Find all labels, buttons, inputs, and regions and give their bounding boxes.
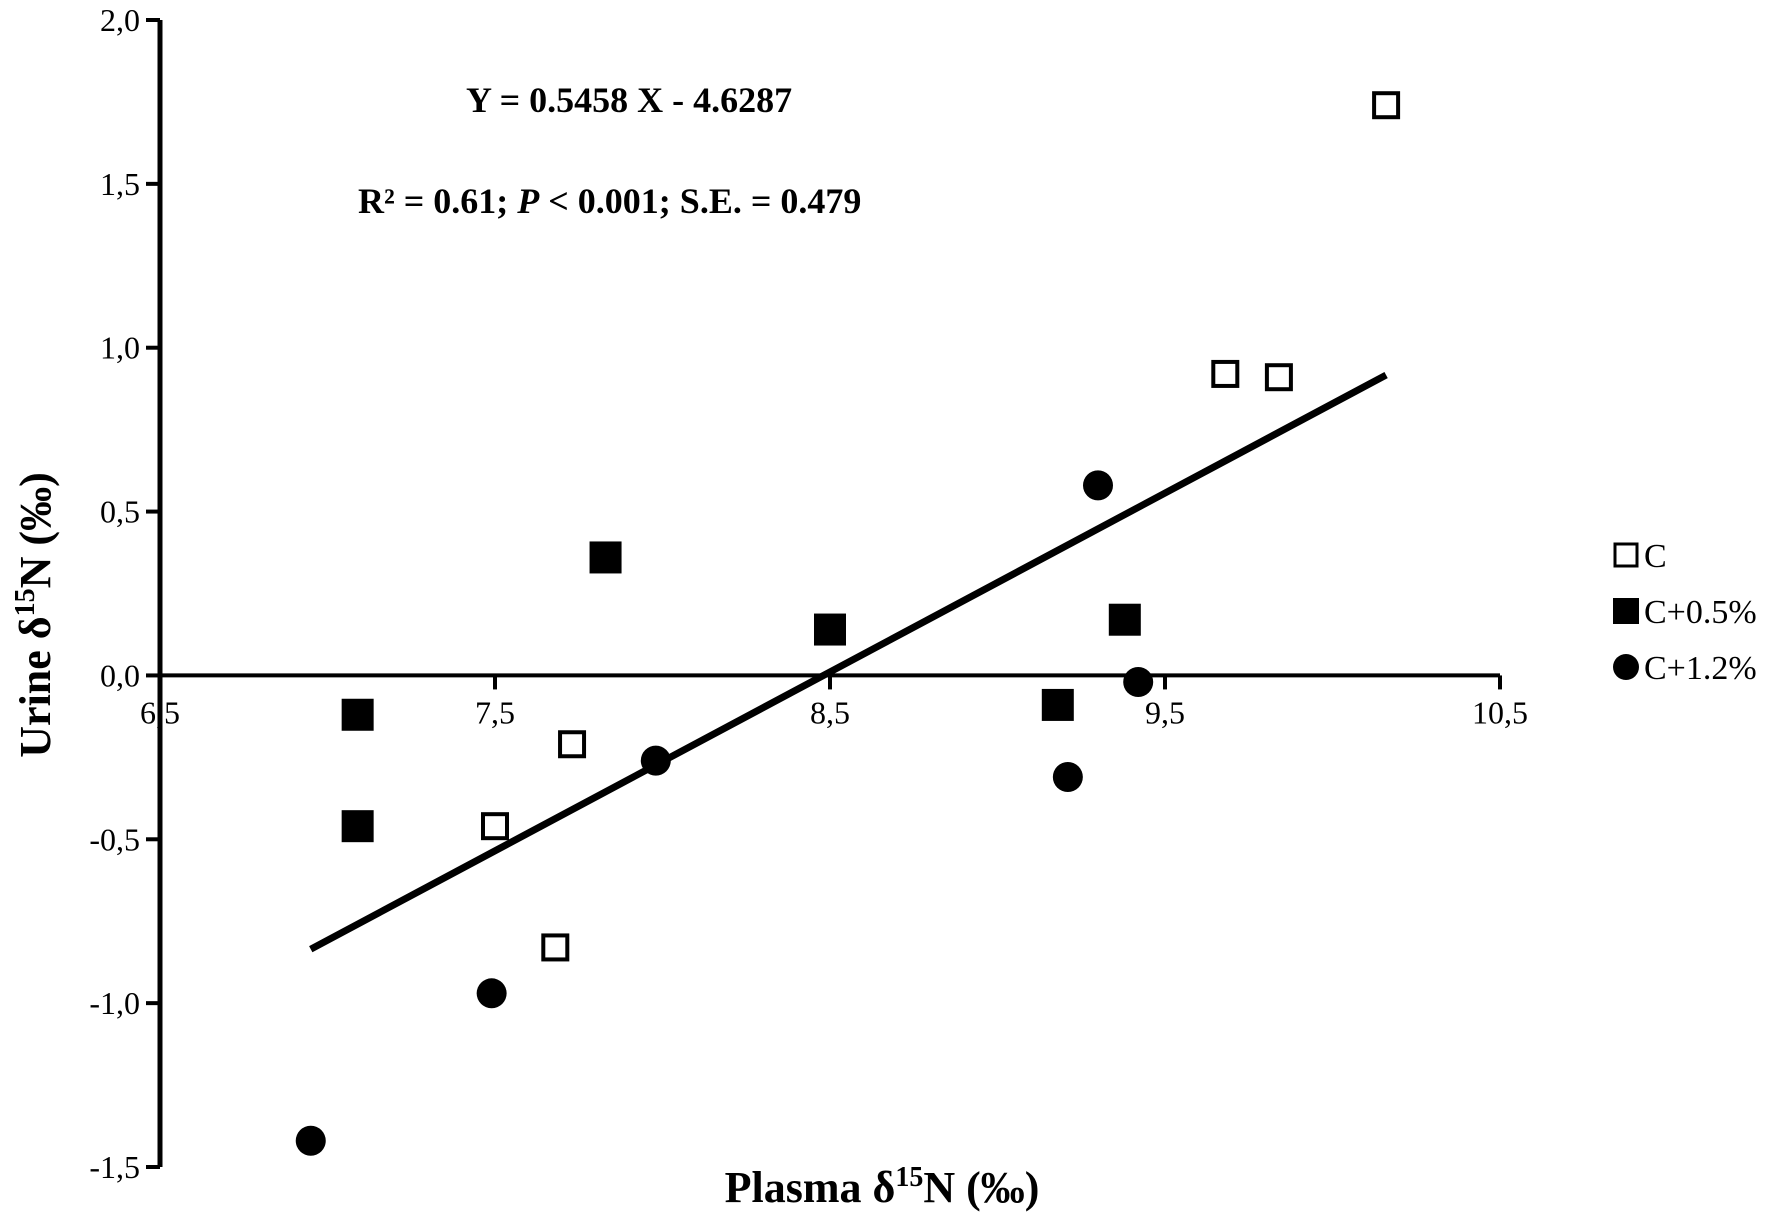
- y-axis-title: Urine δ15N (‰): [10, 472, 60, 757]
- data-point: [1052, 762, 1083, 793]
- stats-r2: R² = 0.61;: [358, 181, 517, 221]
- y-tick-label: -0,5: [89, 821, 140, 857]
- series-3: [295, 470, 1154, 1156]
- data-point: [1372, 91, 1401, 120]
- legend: C C+0.5% C+1.2%: [1613, 538, 1757, 687]
- y-tick-label: 1,0: [100, 330, 140, 366]
- y-ticks: 2,0 1,5 1,0 0,5 0,0 -0,5 -1,0 -1,5: [89, 2, 160, 1185]
- y-tick-label: -1,5: [89, 1149, 140, 1185]
- series-2: [341, 541, 1141, 843]
- regression-line: [309, 371, 1388, 953]
- x-tick-label: 8,5: [810, 694, 850, 730]
- series-1: [481, 91, 1401, 962]
- x-title-prefix: Plasma δ: [725, 1163, 896, 1212]
- x-tick-label: 10,5: [1472, 694, 1528, 730]
- y-tick-label: 0,0: [100, 657, 140, 693]
- data-point: [814, 613, 846, 646]
- data-point: [558, 730, 587, 759]
- data-point: [1083, 470, 1113, 501]
- legend-item: C: [1613, 538, 1667, 575]
- stats-rest: < 0.001; S.E. = 0.479: [539, 181, 861, 221]
- data-point: [640, 745, 671, 776]
- y-title-sup: 15: [10, 588, 41, 616]
- legend-item: C+1.2%: [1613, 650, 1757, 687]
- data-point: [341, 698, 374, 731]
- x-tick-label: 7,5: [475, 694, 515, 730]
- x-tick-label: 6,5: [140, 694, 180, 730]
- y-title-prefix: Urine δ: [11, 616, 60, 757]
- data-points: [295, 91, 1401, 1156]
- legend-marker: [1613, 654, 1639, 680]
- data-point: [476, 978, 507, 1009]
- y-title-suffix: N (‰): [11, 472, 60, 588]
- legend-label: C+1.2%: [1644, 650, 1757, 687]
- data-point: [1108, 603, 1141, 636]
- legend-item: C+0.5%: [1613, 594, 1757, 631]
- x-axis-title: Plasma δ15N (‰): [725, 1162, 1040, 1212]
- data-point: [589, 541, 622, 574]
- data-point: [1041, 688, 1074, 721]
- regression-stats: R² = 0.61; P < 0.001; S.E. = 0.479: [358, 181, 861, 221]
- stats-p: P: [516, 181, 540, 221]
- data-point: [295, 1125, 326, 1156]
- x-ticks: 6,5 7,5 8,5 9,5 10,5: [140, 675, 1528, 730]
- regression-equation: Y = 0.5458 X - 4.6287: [466, 80, 792, 120]
- data-point: [541, 933, 570, 962]
- data-point: [481, 812, 509, 841]
- y-tick-label: 2,0: [100, 2, 140, 38]
- data-point: [1123, 666, 1154, 697]
- legend-label: C+0.5%: [1644, 594, 1757, 631]
- y-tick-label: 1,5: [100, 166, 140, 202]
- data-point: [1211, 359, 1240, 388]
- y-tick-label: -1,0: [89, 985, 140, 1021]
- x-title-sup: 15: [895, 1162, 923, 1193]
- x-tick-label: 9,5: [1145, 694, 1185, 730]
- y-tick-label: 0,5: [100, 494, 140, 530]
- legend-label: C: [1644, 538, 1667, 575]
- legend-marker: [1613, 598, 1639, 624]
- x-title-suffix: N (‰): [923, 1163, 1039, 1212]
- data-point: [1264, 363, 1293, 392]
- legend-marker: [1613, 542, 1639, 568]
- data-point: [341, 810, 374, 843]
